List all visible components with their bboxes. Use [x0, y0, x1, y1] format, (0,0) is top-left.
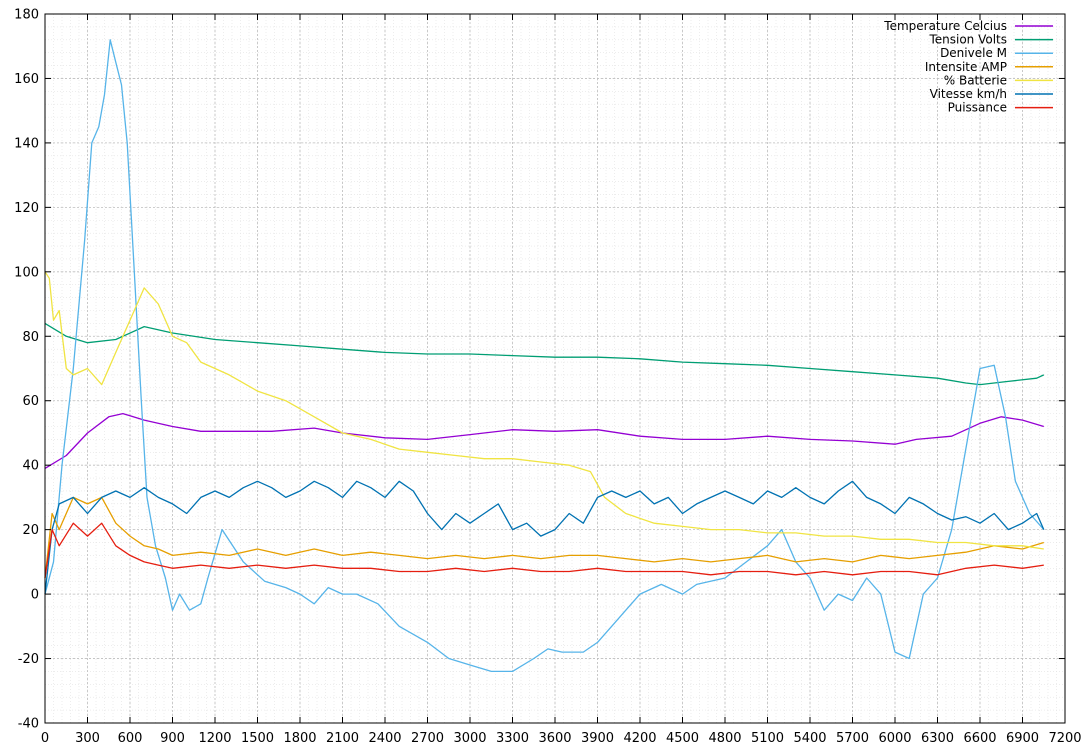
- x-tick-label: 4500: [666, 731, 699, 746]
- x-tick-label: 7200: [1048, 731, 1081, 746]
- x-tick-label: 900: [160, 731, 185, 746]
- y-tick-label: 160: [14, 72, 39, 87]
- x-tick-label: 6000: [878, 731, 911, 746]
- x-tick-label: 300: [75, 731, 100, 746]
- y-tick-label: 0: [31, 588, 39, 603]
- y-tick-label: -40: [18, 717, 39, 732]
- legend-label: % Batterie: [944, 73, 1007, 87]
- grid: [44, 13, 1066, 724]
- series-line-5: [44, 480, 1045, 595]
- x-tick-label: 6900: [1006, 731, 1039, 746]
- x-tick-label: 1200: [198, 731, 231, 746]
- x-tick-label: 3300: [496, 731, 529, 746]
- series-line-1: [44, 322, 1045, 386]
- axis-ticks: 0 300 600 900 1200 1500 1800 2100 2400 2700 3000 33…: [14, 8, 1081, 747]
- x-tick-label: 1500: [241, 731, 274, 746]
- x-tick-label: 4800: [708, 731, 741, 746]
- y-tick-label: 120: [14, 201, 39, 216]
- x-tick-label: 5400: [793, 731, 826, 746]
- y-tick-label: 20: [22, 523, 39, 538]
- x-tick-label: 2100: [326, 731, 359, 746]
- x-tick-label: 0: [41, 731, 49, 746]
- x-tick-label: 5100: [751, 731, 784, 746]
- plot-series: [44, 39, 1045, 673]
- legend-label: Temperature Celcius: [883, 19, 1007, 33]
- x-tick-label: 2700: [411, 731, 444, 746]
- legend-label: Denivele M: [940, 46, 1007, 60]
- x-tick-label: 6300: [921, 731, 954, 746]
- y-tick-label: 40: [22, 459, 39, 474]
- y-tick-label: 80: [22, 330, 39, 345]
- legend-label: Vitesse km/h: [930, 87, 1007, 101]
- y-tick-label: -20: [18, 652, 39, 667]
- x-tick-label: 1800: [283, 731, 316, 746]
- series-line-2: [44, 39, 1045, 673]
- legend-label: Intensite AMP: [925, 60, 1007, 74]
- x-tick-label: 6600: [963, 731, 996, 746]
- series-line-3: [44, 496, 1044, 579]
- legend-label: Puissance: [948, 101, 1007, 115]
- x-tick-label: 3000: [453, 731, 486, 746]
- x-tick-label: 4200: [623, 731, 656, 746]
- y-tick-label: 60: [22, 394, 39, 409]
- x-tick-label: 600: [118, 731, 143, 746]
- x-tick-label: 3600: [538, 731, 571, 746]
- x-tick-label: 5700: [836, 731, 869, 746]
- legend-label: Tension Volts: [928, 33, 1007, 47]
- y-tick-label: 100: [14, 265, 39, 280]
- series-line-4: [44, 271, 1044, 550]
- series-line-6: [44, 522, 1044, 579]
- x-tick-label: 2400: [368, 731, 401, 746]
- y-tick-label: 140: [14, 136, 39, 151]
- x-tick-label: 3900: [581, 731, 614, 746]
- y-tick-label: 180: [14, 8, 39, 23]
- series-line-0: [44, 412, 1044, 469]
